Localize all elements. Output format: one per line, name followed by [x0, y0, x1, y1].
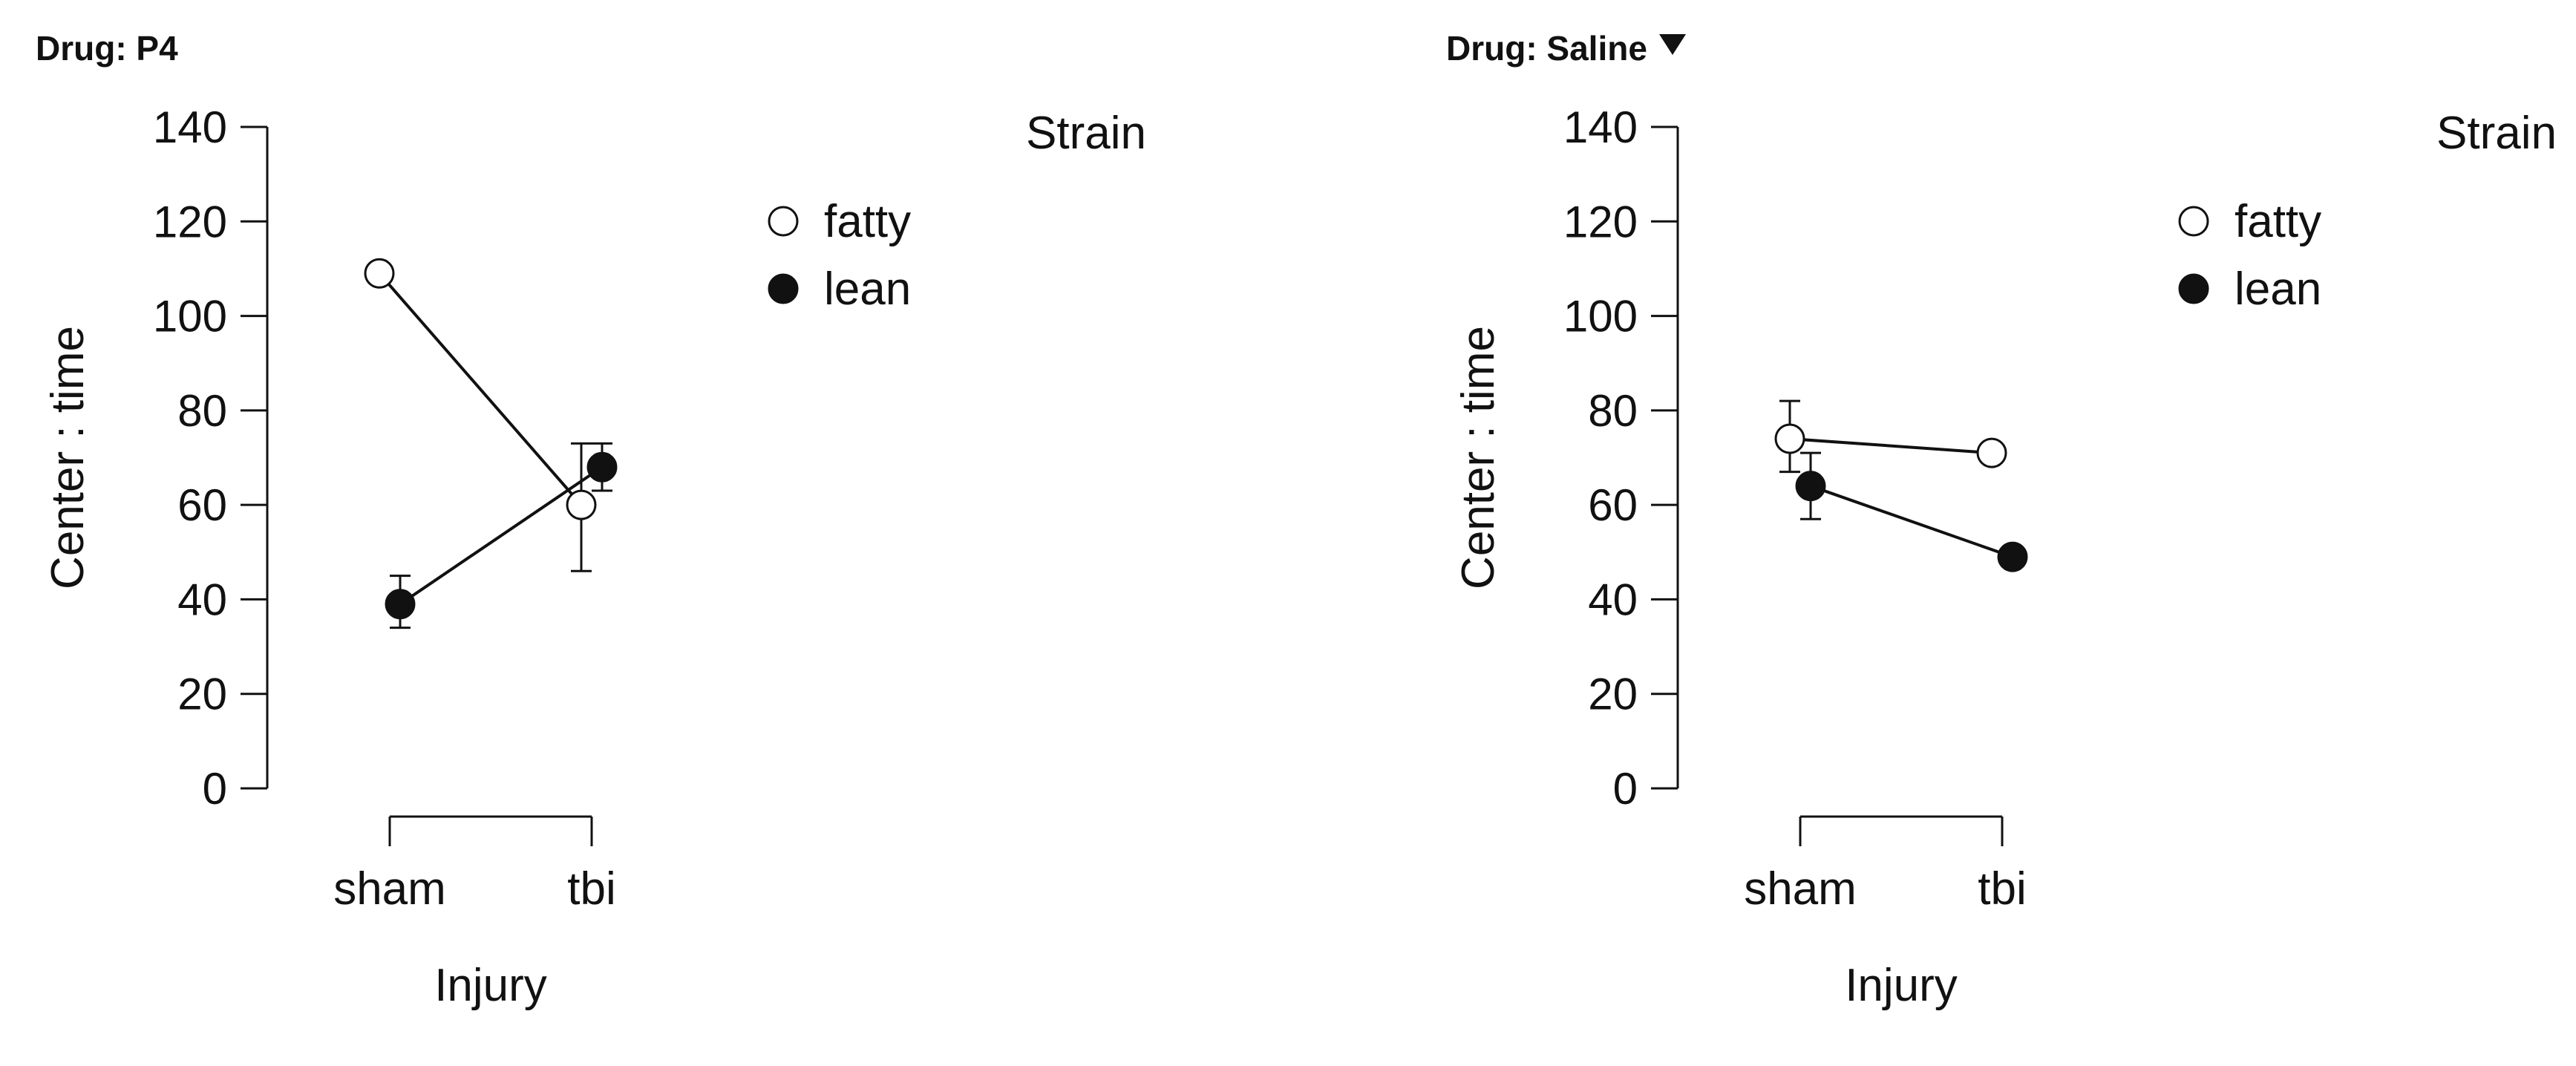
y-tick-label: 0: [1613, 764, 1638, 814]
y-tick-label: 20: [177, 670, 227, 719]
series-line-fatty: [1789, 437, 1993, 455]
x-axis-label: Injury: [434, 960, 547, 1011]
series-line-lean: [1810, 484, 2013, 559]
legend-marker-fatty: [2178, 206, 2209, 237]
data-point-lean: [1997, 541, 2028, 572]
y-tick-label: 100: [153, 292, 227, 341]
dropdown-triangle-icon[interactable]: [1658, 34, 1686, 55]
interaction-plot: 0 20 40 60 80 100 120 140 Center : time sham tbi In…: [42, 102, 1146, 1011]
data-point-lean: [1795, 471, 1826, 502]
data-point-fatty: [566, 489, 597, 520]
series-line-fatty: [378, 272, 583, 506]
series-line-lean: [399, 465, 604, 606]
y-tick-label: 80: [1588, 386, 1638, 436]
legend-marker-lean: [2178, 273, 2209, 304]
legend-label: fatty: [2235, 196, 2321, 247]
legend-label: lean: [824, 264, 911, 315]
y-tick-label: 120: [153, 197, 227, 246]
y-tick-label: 40: [177, 575, 227, 624]
x-tick-label: sham: [333, 863, 446, 915]
data-point-fatty: [364, 258, 395, 289]
y-axis-label: Center : time: [42, 326, 94, 589]
x-axis-label: Injury: [1845, 960, 1958, 1011]
x-tick-label: tbi: [567, 863, 615, 915]
y-tick-label: 60: [1588, 480, 1638, 530]
x-tick-label: sham: [1744, 863, 1857, 915]
chart-panel-saline: Drug: Saline 0 20 40 60 80 100 120 140 Center : …: [1410, 0, 2576, 1066]
data-point-lean: [586, 451, 618, 483]
y-tick-label: 40: [1588, 575, 1638, 624]
legend-marker-lean: [768, 273, 799, 304]
y-tick-label: 80: [177, 386, 227, 436]
legend-title: Strain: [2436, 108, 2557, 159]
y-tick-label: 0: [203, 764, 227, 814]
legend-label: lean: [2235, 264, 2321, 315]
y-tick-label: 120: [1563, 197, 1638, 246]
panel-header: Drug: P4: [36, 28, 178, 68]
legend-label: fatty: [824, 196, 911, 247]
panel-title: Drug: Saline: [1446, 29, 1647, 68]
y-tick-label: 20: [1588, 670, 1638, 719]
panel-header[interactable]: Drug: Saline: [1446, 28, 1686, 68]
y-tick-label: 100: [1563, 292, 1638, 341]
x-tick-label: tbi: [1978, 863, 2026, 915]
interaction-plot: 0 20 40 60 80 100 120 140 Center : time sham tbi In…: [1453, 102, 2557, 1011]
legend-title: Strain: [1026, 108, 1146, 159]
data-point-fatty: [1976, 437, 2007, 468]
data-point-lean: [385, 589, 416, 620]
y-tick-label: 140: [153, 102, 227, 152]
legend-marker-fatty: [768, 206, 799, 237]
y-axis-label: Center : time: [1453, 326, 1504, 589]
data-point-fatty: [1774, 423, 1805, 454]
y-tick-label: 140: [1563, 102, 1638, 152]
y-tick-label: 60: [177, 480, 227, 530]
panel-title: Drug: P4: [36, 29, 178, 68]
chart-panel-p4: Drug: P4 0 20 40 60 80 100 120 140 Center : time…: [36, 28, 1146, 1011]
